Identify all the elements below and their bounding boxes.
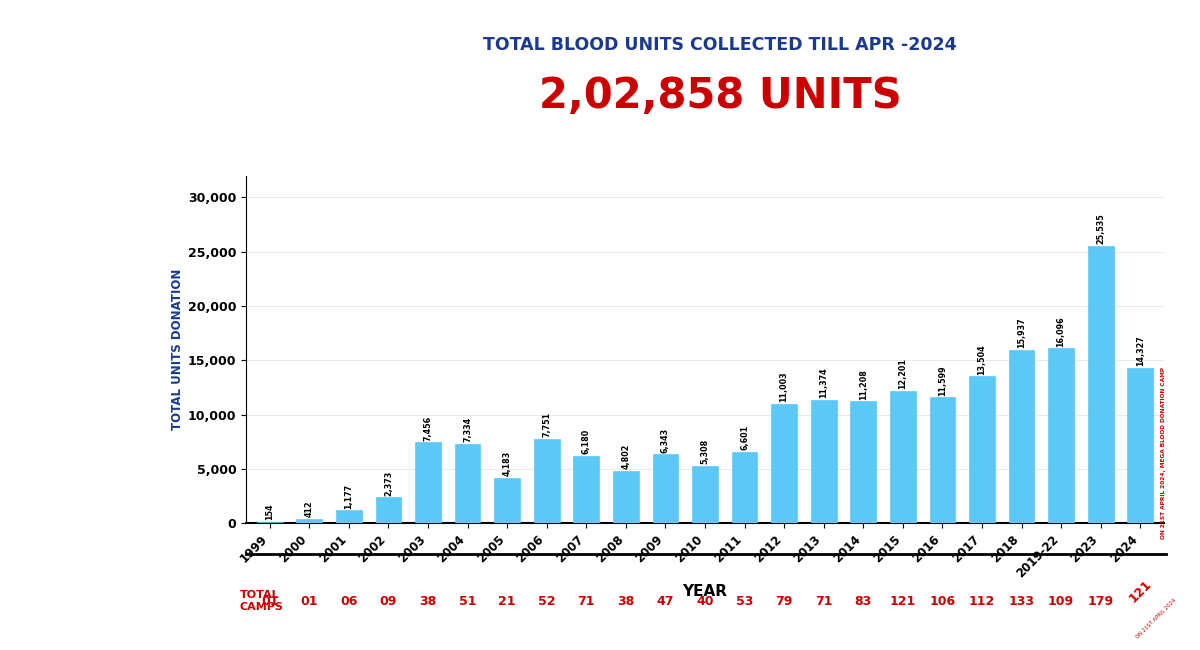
Bar: [1127, 367, 1153, 523]
Text: 112: 112: [968, 595, 995, 608]
Text: 15,937: 15,937: [1018, 318, 1026, 348]
Text: 2,373: 2,373: [384, 471, 392, 496]
Text: 01: 01: [260, 595, 278, 608]
Bar: [257, 521, 283, 523]
Bar: [851, 402, 876, 523]
Bar: [415, 442, 440, 523]
Text: 21: 21: [498, 595, 516, 608]
Text: 11,374: 11,374: [820, 367, 828, 398]
Text: 7,456: 7,456: [424, 415, 432, 441]
Text: 106: 106: [929, 595, 955, 608]
Text: 121: 121: [1127, 578, 1154, 605]
Text: 01: 01: [300, 595, 318, 608]
Text: 2,02,858 UNITS: 2,02,858 UNITS: [539, 75, 901, 117]
Bar: [1049, 348, 1074, 523]
Text: 47: 47: [656, 595, 674, 608]
Text: 79: 79: [775, 595, 793, 608]
Text: 121: 121: [889, 595, 916, 608]
Text: 154: 154: [265, 504, 275, 520]
Text: 25,535: 25,535: [1096, 213, 1105, 244]
Text: 13,504: 13,504: [978, 344, 986, 375]
Text: 38: 38: [419, 595, 437, 608]
Bar: [890, 391, 916, 523]
Text: 11,599: 11,599: [938, 365, 947, 396]
Text: 11,003: 11,003: [780, 371, 788, 402]
Text: 11,208: 11,208: [859, 369, 868, 400]
Text: 12,201: 12,201: [899, 358, 907, 389]
Bar: [970, 376, 995, 523]
Bar: [296, 519, 322, 523]
Text: 7,334: 7,334: [463, 417, 472, 442]
Bar: [930, 397, 955, 523]
Text: TOTAL
CAMPS: TOTAL CAMPS: [240, 590, 284, 612]
Text: 83: 83: [854, 595, 872, 608]
Text: 71: 71: [577, 595, 595, 608]
Text: 179: 179: [1087, 595, 1114, 608]
Bar: [732, 452, 757, 523]
Bar: [534, 439, 559, 523]
Bar: [1088, 246, 1114, 523]
Bar: [613, 471, 638, 523]
Text: ON 21ST APRIL 2024: ON 21ST APRIL 2024: [1135, 598, 1177, 640]
Text: 16,096: 16,096: [1057, 316, 1066, 346]
Bar: [455, 443, 480, 523]
Bar: [692, 465, 718, 523]
Text: 09: 09: [379, 595, 397, 608]
Bar: [574, 456, 599, 523]
Text: ON 21ST APRIL 2024, MEGA BLOOD DONATION CAMP: ON 21ST APRIL 2024, MEGA BLOOD DONATION …: [1160, 367, 1166, 540]
X-axis label: YEAR: YEAR: [683, 584, 727, 599]
Bar: [376, 497, 401, 523]
Bar: [811, 400, 836, 523]
Text: 40: 40: [696, 595, 714, 608]
Text: 53: 53: [736, 595, 754, 608]
Text: 7,751: 7,751: [542, 412, 551, 437]
Text: 6,180: 6,180: [582, 429, 590, 454]
Text: 4,183: 4,183: [503, 451, 511, 476]
Text: 412: 412: [305, 500, 314, 517]
Bar: [772, 404, 797, 523]
Text: TOTAL BLOOD UNITS COLLECTED TILL APR -2024: TOTAL BLOOD UNITS COLLECTED TILL APR -20…: [484, 36, 956, 54]
Text: 51: 51: [458, 595, 476, 608]
Text: 133: 133: [1008, 595, 1034, 608]
Text: 71: 71: [815, 595, 833, 608]
Text: 52: 52: [538, 595, 556, 608]
Text: 6,343: 6,343: [661, 428, 670, 452]
Bar: [1009, 350, 1034, 523]
Text: 6,601: 6,601: [740, 424, 749, 450]
Text: 4,802: 4,802: [622, 444, 630, 469]
Text: 14,327: 14,327: [1135, 335, 1145, 366]
Text: 06: 06: [340, 595, 358, 608]
Text: 1,177: 1,177: [344, 484, 353, 509]
Text: 5,308: 5,308: [701, 439, 709, 464]
Text: 109: 109: [1048, 595, 1074, 608]
Y-axis label: TOTAL UNITS DONATION: TOTAL UNITS DONATION: [170, 268, 184, 430]
Text: 38: 38: [617, 595, 635, 608]
Bar: [653, 454, 678, 523]
Bar: [336, 510, 361, 523]
Bar: [494, 478, 520, 523]
